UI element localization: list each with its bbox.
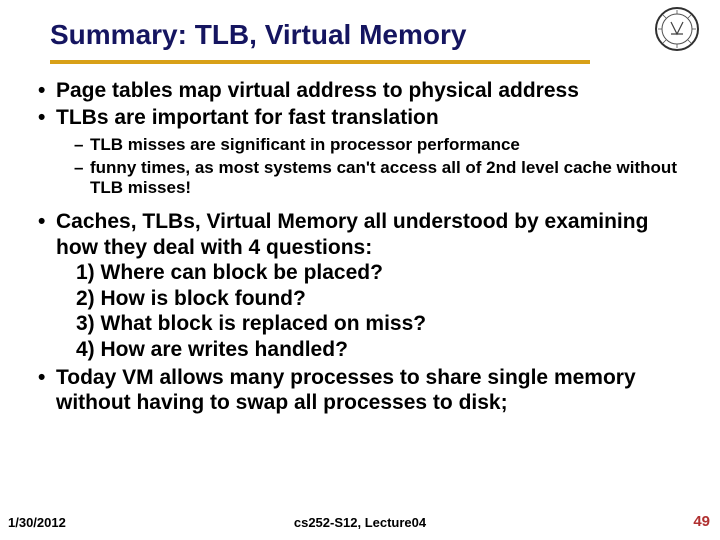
bullet-text: Today VM allows many processes to share … [56,365,684,416]
numbered-line: 4) How are writes handled? [76,337,684,363]
title-area: Summary: TLB, Virtual Memory [0,0,720,64]
bullet-text: Caches, TLBs, Virtual Memory all underst… [56,209,684,363]
numbered-line: 1) Where can block be placed? [76,260,684,286]
bullet-marker: • [36,105,56,131]
sub-bullet-item: – TLB misses are significant in processo… [74,135,684,156]
dash-marker: – [74,158,90,199]
bullet-item: • Today VM allows many processes to shar… [36,365,684,416]
footer-center: cs252-S12, Lecture04 [0,515,720,530]
title-underline [50,60,590,64]
bullet-item: • Caches, TLBs, Virtual Memory all under… [36,209,684,363]
slide-body: • Page tables map virtual address to phy… [0,64,720,416]
sub-bullet-text: TLB misses are significant in processor … [90,135,684,156]
numbered-line: 3) What block is replaced on miss? [76,311,684,337]
bullet-item: • TLBs are important for fast translatio… [36,105,684,131]
sub-bullet-group: – TLB misses are significant in processo… [36,135,684,199]
numbered-lines: 1) Where can block be placed? 2) How is … [56,260,684,362]
bullet-marker: • [36,209,56,363]
bullet-item: • Page tables map virtual address to phy… [36,78,684,104]
slide: Summary: TLB, Virtual Memory • Page tabl… [0,0,720,540]
bullet-lead-text: Caches, TLBs, Virtual Memory all underst… [56,210,648,259]
page-number: 49 [693,513,710,530]
bullet-marker: • [36,365,56,416]
numbered-line: 2) How is block found? [76,286,684,312]
bullet-marker: • [36,78,56,104]
dash-marker: – [74,135,90,156]
slide-title: Summary: TLB, Virtual Memory [50,18,670,52]
sub-bullet-text: funny times, as most systems can't acces… [90,158,684,199]
sub-bullet-item: – funny times, as most systems can't acc… [74,158,684,199]
bullet-text: Page tables map virtual address to physi… [56,78,684,104]
bullet-text: TLBs are important for fast translation [56,105,684,131]
